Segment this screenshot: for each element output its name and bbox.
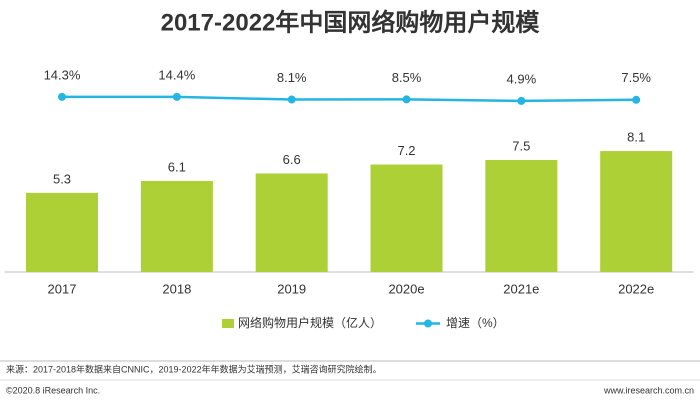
bar — [370, 164, 443, 272]
bar-value-label: 6.1 — [168, 159, 186, 174]
bar-value-label: 8.1 — [627, 130, 645, 145]
legend-label: 网络购物用户规模（亿人） — [238, 315, 382, 330]
line-point — [402, 95, 411, 104]
x-tick-label: 2017 — [48, 281, 77, 296]
x-tick-label: 2019 — [277, 281, 306, 296]
bar-value-label: 5.3 — [53, 171, 71, 186]
line-value-label: 4.9% — [507, 71, 537, 86]
x-tick-label: 2018 — [162, 281, 191, 296]
legend-swatch — [222, 319, 234, 328]
bar — [26, 192, 99, 272]
legend-label: 增速（%） — [446, 316, 505, 330]
bar — [485, 160, 558, 272]
x-tick-label: 2020e — [388, 281, 424, 296]
copyright: ©2020.8 iResearch Inc. — [6, 385, 100, 395]
line — [62, 95, 637, 103]
chart-title: 2017-2022年中国网络购物用户规模 — [161, 8, 541, 36]
line-point — [172, 92, 181, 101]
line-point — [58, 92, 67, 101]
line-value-label: 14.3% — [44, 67, 81, 82]
legend-swatch — [424, 319, 432, 328]
website: www.iresearch.com.cn — [603, 385, 694, 395]
line-point — [632, 95, 641, 104]
bar-value-label: 6.6 — [283, 152, 301, 167]
line-point — [287, 95, 296, 104]
line-point — [517, 96, 526, 105]
bar — [255, 173, 328, 272]
bar — [600, 151, 673, 272]
source-note: 来源：2017-2018年数据来自CNNIC，2019-2022年年数据为艾瑞预… — [6, 363, 382, 374]
line-value-label: 14.4% — [158, 67, 195, 82]
bar — [140, 180, 213, 272]
bar-value-label: 7.2 — [397, 143, 415, 158]
line-value-label: 7.5% — [621, 70, 651, 85]
bar-value-label: 7.5 — [512, 138, 530, 153]
line-value-label: 8.5% — [392, 70, 422, 85]
x-tick-label: 2021e — [503, 281, 539, 296]
line-value-label: 8.1% — [277, 70, 307, 85]
x-tick-label: 2022e — [618, 281, 654, 296]
